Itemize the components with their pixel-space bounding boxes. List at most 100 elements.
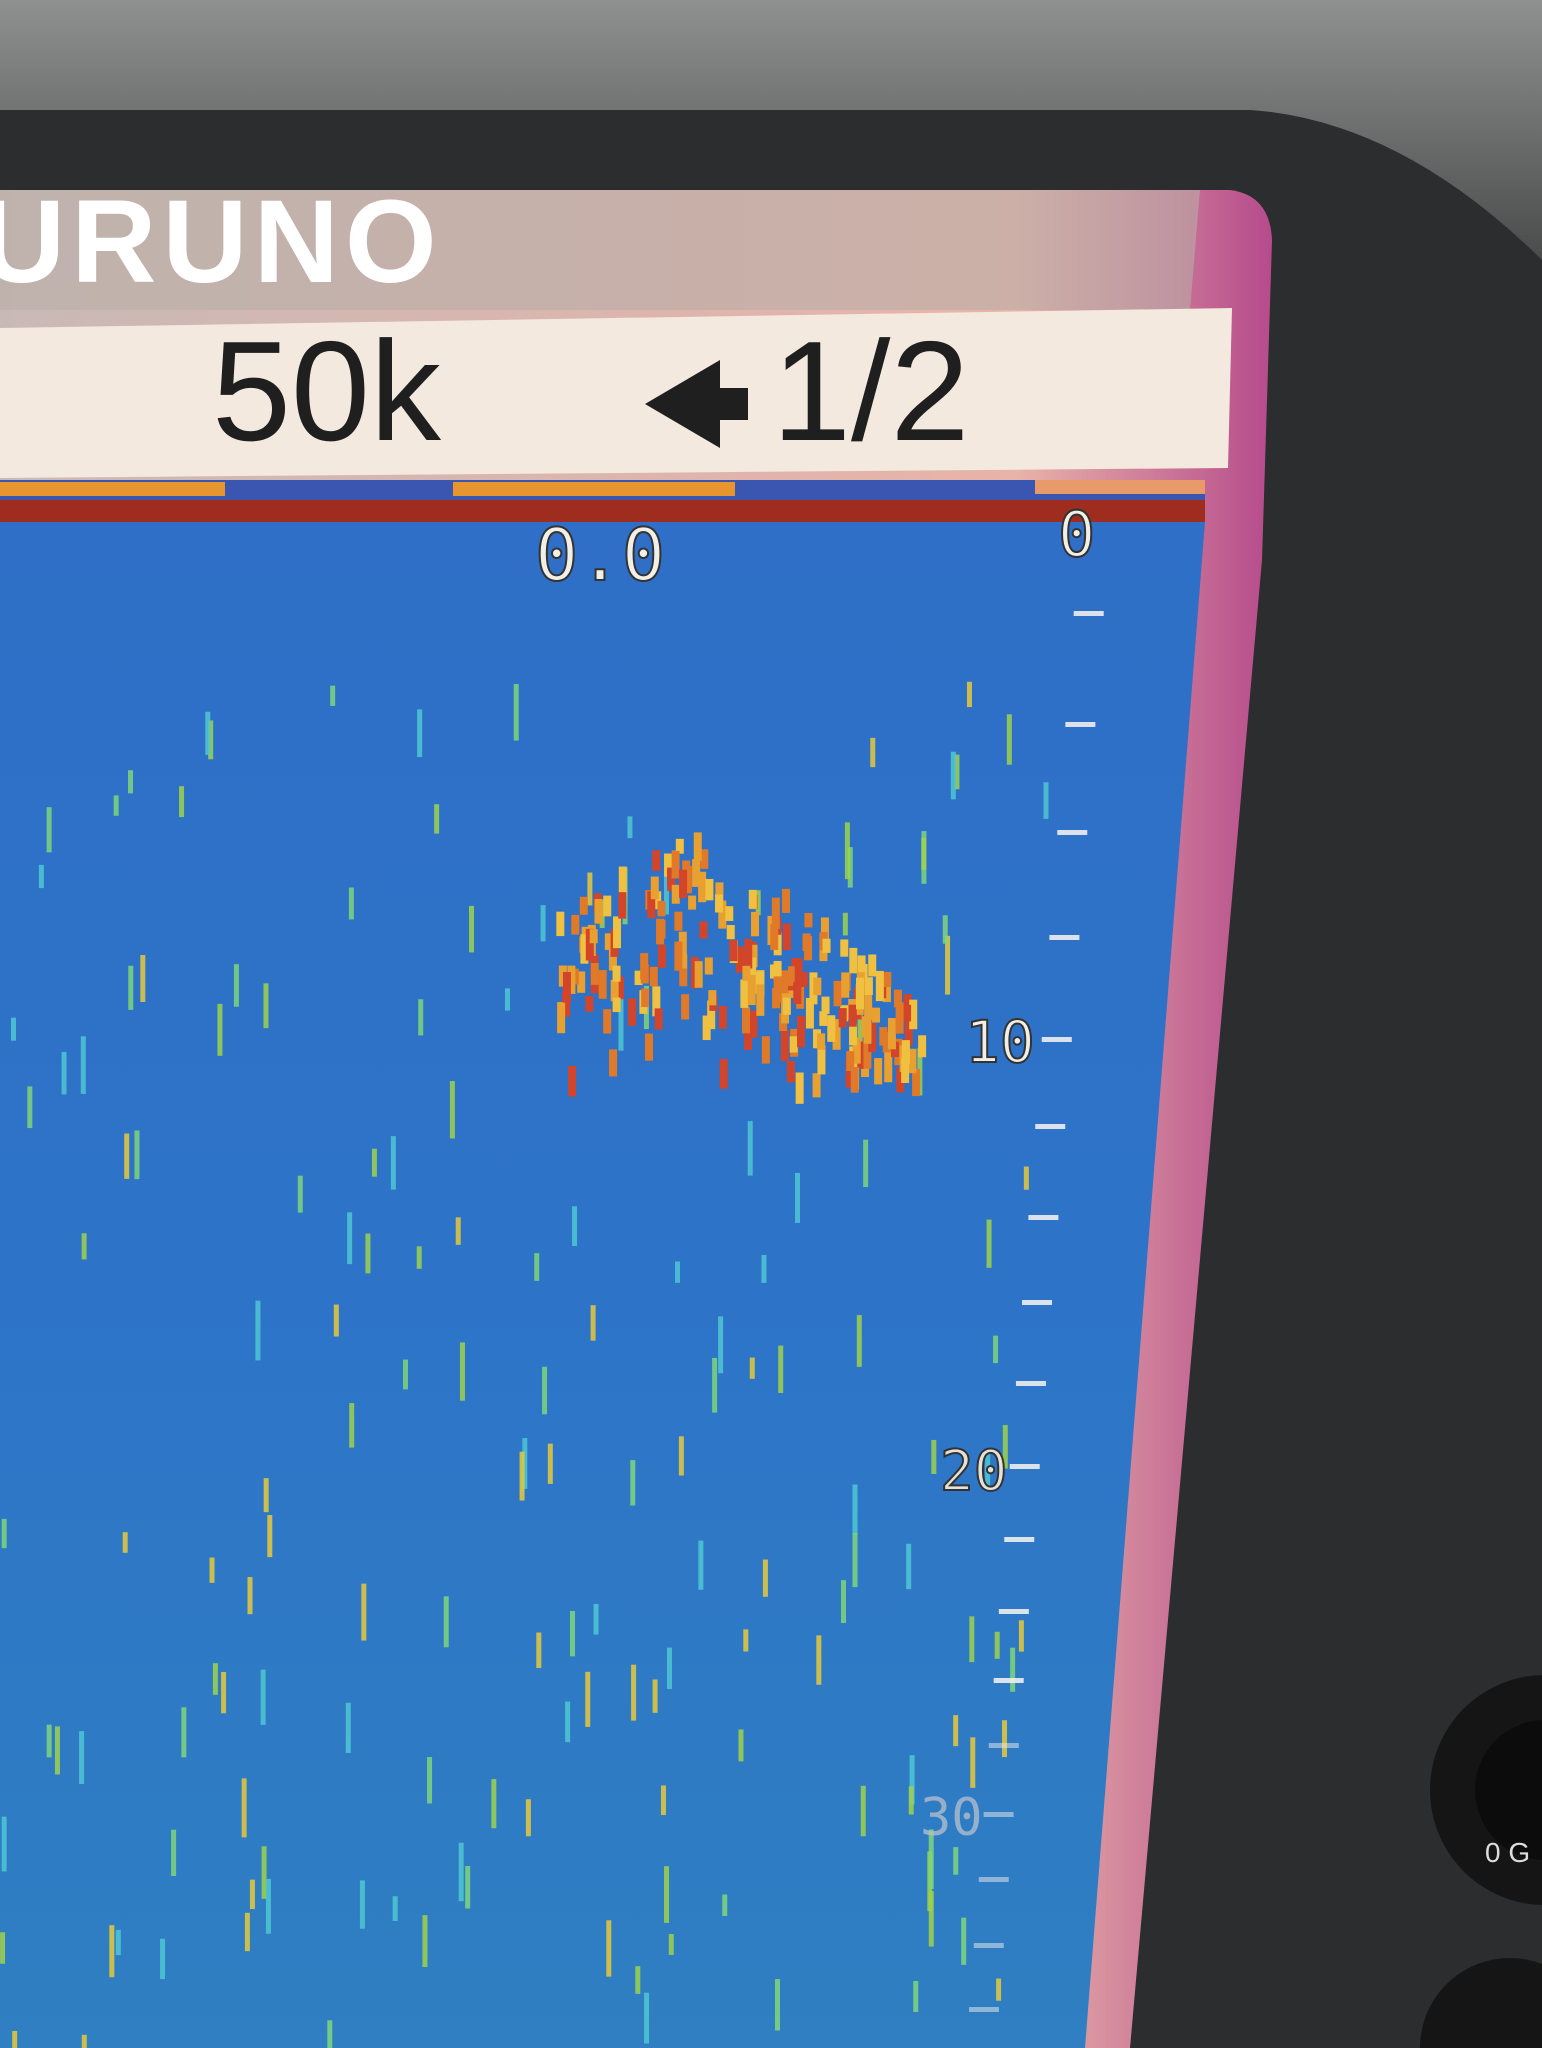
tick-dash <box>969 2007 999 2012</box>
depth-label: 30 <box>920 1788 983 1848</box>
fish-echo <box>850 1066 859 1093</box>
fish-echo <box>918 1035 927 1058</box>
fish-echo <box>833 980 842 1007</box>
echo-return <box>1002 1720 1008 1758</box>
tick-dash <box>973 1943 1004 1948</box>
fish-echo <box>718 900 727 929</box>
echo-return <box>504 988 510 1011</box>
echo-return <box>909 1755 915 1805</box>
fish-echo <box>679 954 688 987</box>
fish-echo <box>705 878 714 901</box>
echo-return <box>261 1846 267 1899</box>
fish-echo <box>756 970 765 997</box>
echo-return <box>122 1532 128 1553</box>
fish-echo <box>908 1048 917 1074</box>
echo-return <box>774 1979 780 2031</box>
fish-echo <box>604 933 613 950</box>
echo-return <box>263 1478 269 1513</box>
echo-return <box>128 770 134 794</box>
echo-return <box>852 1532 858 1588</box>
fish-echo <box>653 891 662 910</box>
echo-return <box>860 1785 866 1837</box>
echo-return <box>38 864 44 889</box>
echo-return <box>1023 1166 1029 1190</box>
echo-return <box>954 754 960 790</box>
depth-label: 10 <box>965 1008 1035 1076</box>
tick-dash <box>988 1743 1019 1748</box>
fish-echo <box>782 997 791 1015</box>
echo-return <box>761 1254 767 1283</box>
echo-return <box>241 1778 247 1838</box>
echo-return <box>459 1342 465 1401</box>
echo-return <box>128 965 134 1010</box>
echo-return <box>856 1315 862 1367</box>
fish-echo <box>649 966 658 987</box>
fish-echo <box>726 924 735 940</box>
fish-echo <box>882 986 891 1003</box>
echo-display <box>0 522 1205 2048</box>
fish-echo <box>901 1057 910 1083</box>
fish-echo <box>794 958 803 987</box>
knob-label: 0 G <box>1485 1837 1530 1868</box>
echo-return <box>179 786 185 818</box>
echo-return <box>569 1610 575 1657</box>
echo-return <box>627 816 633 839</box>
echo-return <box>534 1253 540 1281</box>
fish-echo <box>618 866 627 897</box>
echo-return <box>361 1583 367 1641</box>
echo-return <box>247 1577 253 1615</box>
fish-echo <box>780 1029 789 1062</box>
echo-return <box>547 1443 553 1484</box>
fish-echo <box>787 966 796 986</box>
echo-return <box>841 1580 847 1623</box>
echo-return <box>209 1557 215 1583</box>
fish-echo <box>780 970 789 996</box>
fish-echo <box>558 965 567 987</box>
fish-echo <box>681 994 690 1020</box>
echo-return <box>762 1559 768 1597</box>
echo-return <box>660 1785 666 1816</box>
echo-return <box>449 1081 455 1139</box>
echo-return <box>11 1017 17 1041</box>
fish-echo <box>675 838 684 854</box>
echo-return <box>491 1779 497 1829</box>
echo-return <box>986 1219 992 1268</box>
tick-dash <box>1073 611 1104 616</box>
echo-return <box>212 1663 218 1695</box>
echo-return <box>0 1932 6 1964</box>
echo-return <box>469 905 475 953</box>
fish-echo <box>688 895 697 910</box>
fish-echo <box>820 917 829 941</box>
echo-return <box>565 1701 571 1743</box>
echo-return <box>572 1206 578 1247</box>
fish-echo <box>848 1004 857 1027</box>
echo-return <box>522 1438 528 1489</box>
fish-echo <box>608 948 617 971</box>
echo-return <box>1018 1620 1024 1652</box>
fish-echo <box>795 1072 804 1104</box>
echo-return <box>417 709 423 758</box>
echo-return <box>928 1829 934 1889</box>
range: 1/2 <box>772 312 969 471</box>
echo-return <box>1 1518 7 1549</box>
fish-echo <box>652 986 661 1017</box>
echo-return <box>160 1938 166 1980</box>
tick-dash <box>1009 1464 1040 1469</box>
echo-return <box>455 1217 461 1245</box>
echo-return <box>79 1731 85 1785</box>
echo-return <box>795 1172 801 1223</box>
echo-layer <box>0 681 1049 2048</box>
fish-echo <box>652 850 661 871</box>
echo-return <box>80 1036 86 1094</box>
echo-return <box>390 1136 396 1190</box>
fish-echo <box>702 1015 711 1041</box>
echo-return <box>297 1175 303 1213</box>
fish-echo <box>770 924 779 950</box>
tick-dash <box>998 1609 1029 1614</box>
fish-echo <box>786 1060 795 1083</box>
tick-dash <box>1015 1381 1046 1386</box>
echo-return <box>418 999 424 1036</box>
echo-return <box>674 1261 680 1283</box>
echo-return <box>217 1003 223 1056</box>
fish-echo <box>782 923 791 950</box>
